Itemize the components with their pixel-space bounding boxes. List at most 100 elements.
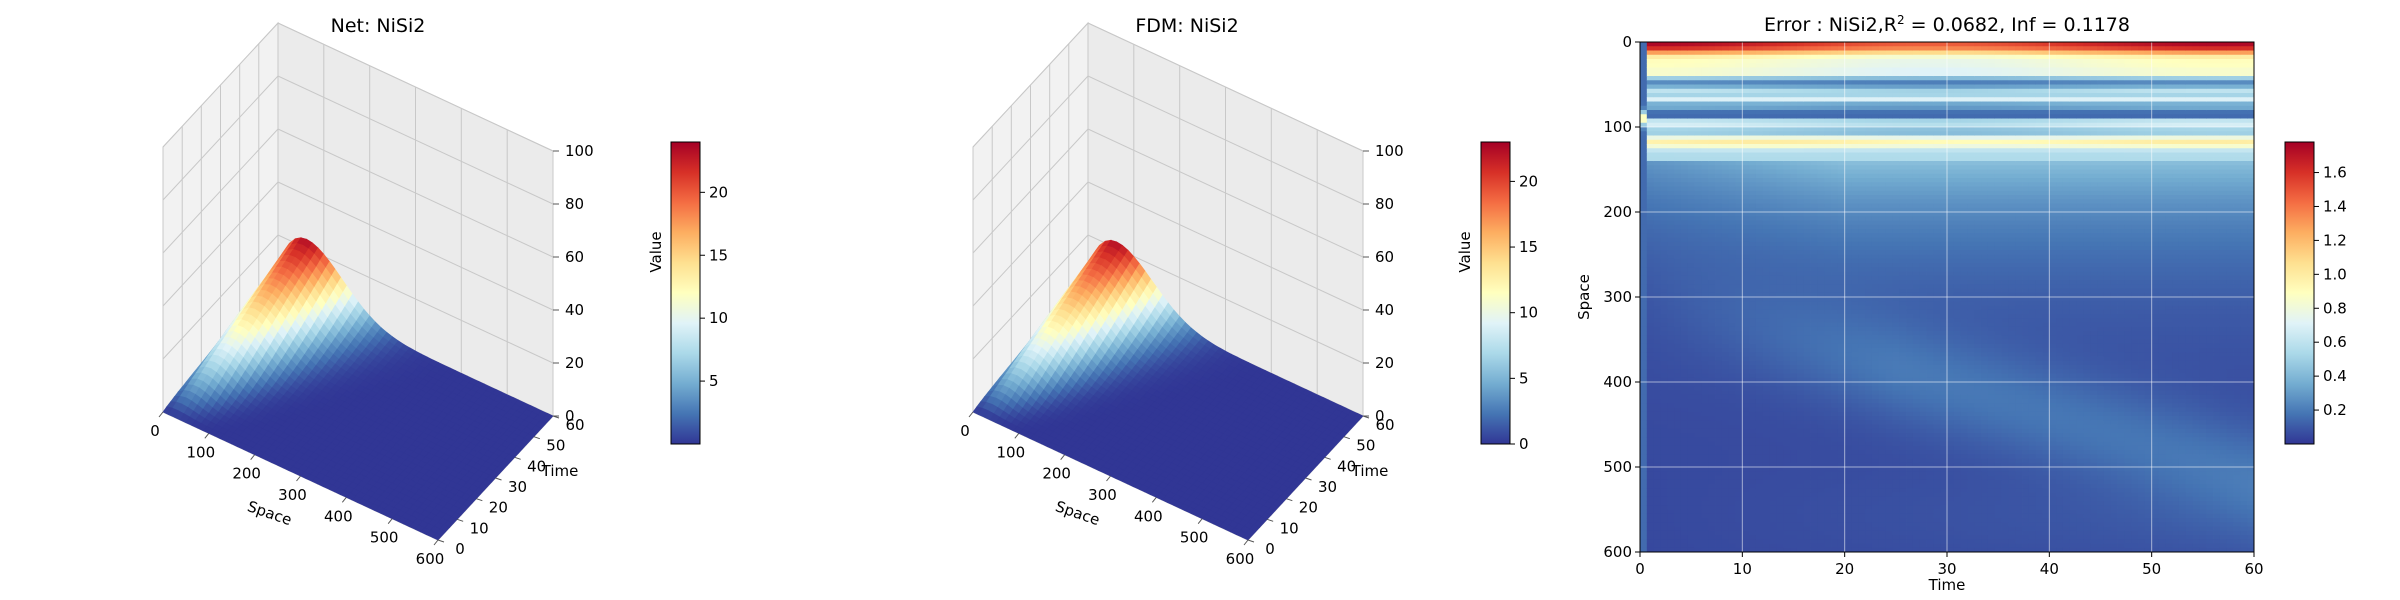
error-heatmap-cell: [1660, 203, 1668, 209]
error-heatmap-cell: [1674, 216, 1682, 221]
error-heatmap-cell: [1640, 131, 1648, 136]
error-heatmap-cell: [1687, 407, 1695, 413]
error-heatmap-cell: [1742, 326, 1750, 332]
error-heatmap-cell: [1687, 339, 1695, 345]
error-heatmap-cell: [1687, 156, 1695, 162]
error-heatmap-cell: [1721, 407, 1730, 413]
error-heatmap-cell: [1687, 258, 1695, 264]
error-heatmap-cell: [1715, 314, 1723, 319]
error-heatmap-cell: [1749, 131, 1757, 136]
error-heatmap-cell: [1721, 71, 1730, 77]
error-heatmap-cell: [1687, 462, 1695, 468]
error-heatmap-cell: [1660, 403, 1668, 408]
error-heatmap-cell: [1667, 352, 1675, 357]
error-heatmap-cell: [1653, 377, 1661, 383]
error-heatmap-cell: [1708, 173, 1716, 179]
error-heatmap-cell: [1694, 156, 1702, 162]
error-heatmap-cell: [1694, 195, 1702, 200]
error-heatmap-cell: [1694, 178, 1702, 183]
error-heatmap-cell: [1667, 343, 1675, 349]
error-heatmap-cell: [1728, 484, 1736, 489]
error-heatmap-cell: [1694, 360, 1702, 366]
error-heatmap-cell: [1680, 220, 1689, 226]
error-heatmap-cell: [1680, 450, 1689, 455]
error-heatmap-cell: [1735, 348, 1743, 353]
error-heatmap-cell: [1694, 84, 1702, 90]
error-heatmap-cell: [1742, 263, 1750, 268]
error-heatmap-cell: [1667, 280, 1675, 285]
error-heatmap-cell: [1680, 394, 1689, 400]
error-heatmap-cell: [1708, 314, 1716, 319]
error-heatmap-cell: [1646, 224, 1655, 230]
error-heatmap-cell: [1640, 399, 1648, 404]
error-heatmap-cell: [1701, 139, 1709, 145]
error-heatmap-cell: [1674, 122, 1682, 128]
fdm-ylabel: Time: [1351, 462, 1389, 480]
error-heatmap-cell: [1735, 139, 1743, 145]
error-heatmap-cell: [1715, 203, 1723, 209]
error-heatmap-cell: [1660, 360, 1668, 366]
error-heatmap-cell: [1640, 365, 1648, 370]
error-heatmap-cell: [1660, 135, 1668, 141]
error-heatmap-cell: [1687, 237, 1695, 243]
error-heatmap-cell: [1646, 356, 1655, 362]
error-heatmap-cell: [1640, 522, 1648, 527]
error-heatmap-cell: [1680, 169, 1689, 175]
error-heatmap-cell: [1728, 467, 1736, 472]
error-heatmap-cell: [1708, 267, 1716, 272]
error-heatmap-cell: [1708, 169, 1716, 175]
error-heatmap-cell: [1674, 373, 1682, 379]
error-heatmap-cell: [1646, 237, 1655, 243]
error-heatmap-cell: [1646, 203, 1655, 209]
error-heatmap-cell: [1715, 254, 1723, 260]
error-heatmap-cell: [1701, 394, 1709, 400]
error-heatmap-cell: [1749, 122, 1757, 128]
error-heatmap-cell: [1735, 390, 1743, 396]
error-heatmap-cell: [1742, 420, 1750, 425]
error-heatmap-cell: [1687, 241, 1695, 247]
error-heatmap-cell: [1646, 76, 1655, 81]
error-heatmap-cell: [1653, 488, 1661, 493]
error-heatmap-cell: [1708, 326, 1716, 332]
error-heatmap-cell: [1646, 416, 1655, 421]
error-heatmap-cell: [1660, 394, 1668, 400]
error-heatmap-cell: [1728, 297, 1736, 302]
error-heatmap-cell: [1687, 203, 1695, 209]
error-heatmap-cell: [1680, 292, 1689, 298]
error-heatmap-cell: [1687, 182, 1695, 187]
error-heatmap-cell: [1640, 373, 1648, 379]
error-heatmap-cell: [1749, 148, 1757, 153]
error-heatmap-cell: [1742, 169, 1750, 175]
fdm-y-tick: [1324, 456, 1331, 460]
error-heatmap-cell: [1646, 441, 1655, 447]
error-heatmap-cell: [1742, 54, 1750, 60]
error-heatmap-cell: [1701, 530, 1709, 536]
error-heatmap-cell: [1742, 229, 1750, 234]
error-heatmap-cell: [1660, 178, 1668, 183]
error-heatmap-cell: [1640, 339, 1648, 345]
fdm-x-tick: [1151, 497, 1157, 503]
fdm-x-tick: [1060, 454, 1066, 460]
error-heatmap-cell: [1742, 390, 1750, 396]
fdm-y-tick: [1267, 518, 1274, 522]
error-heatmap-cell: [1742, 424, 1750, 430]
error-heatmap-cell: [1721, 496, 1730, 502]
error-heatmap-cell: [1653, 212, 1661, 217]
error-heatmap-cell: [1680, 76, 1689, 81]
error-heatmap-cell: [1742, 314, 1750, 319]
error-heatmap-cell: [1708, 229, 1716, 234]
error-heatmap-cell: [1660, 50, 1668, 56]
error-heatmap-cell: [1660, 284, 1668, 289]
error-heatmap-cell: [1653, 475, 1661, 481]
error-heatmap-cell: [1640, 110, 1648, 115]
error-heatmap-cell: [1735, 343, 1743, 349]
error-heatmap-cell: [1674, 343, 1682, 349]
error-heatmap-cell: [1749, 54, 1757, 60]
error-heatmap-cell: [1728, 458, 1736, 464]
error-heatmap-cell: [1715, 237, 1723, 243]
error-heatmap-cell: [1728, 229, 1736, 234]
error-heatmap-cell: [1640, 331, 1648, 336]
error-heatmap-cell: [1728, 76, 1736, 81]
error-heatmap-cell: [1653, 369, 1661, 374]
error-heatmap-cell: [1708, 407, 1716, 413]
